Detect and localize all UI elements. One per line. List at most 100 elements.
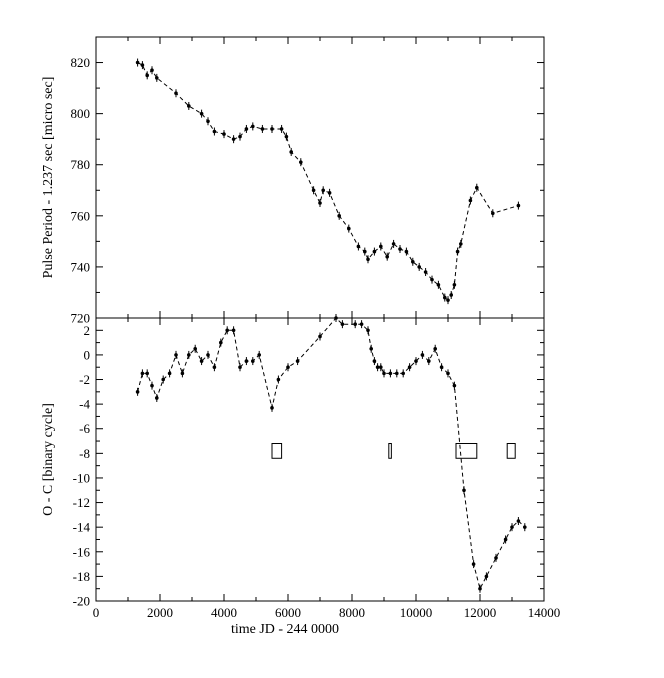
pulse-period-data-point	[311, 188, 316, 193]
o-c-data-point	[439, 365, 444, 370]
pulse-period-y-tick-label: 740	[71, 259, 91, 274]
o-c-data-point	[206, 353, 210, 357]
o-c-data-point	[219, 340, 223, 345]
o-c-data-point	[471, 562, 476, 566]
o-c-data-point	[414, 359, 418, 363]
o-c-y-tick-label: -12	[73, 495, 90, 510]
o-c-data-point	[401, 371, 406, 376]
observation-window	[506, 443, 516, 459]
pulse-period-data-point	[321, 188, 326, 193]
o-c-data-point	[366, 328, 370, 333]
observation-windows	[271, 443, 516, 459]
pulse-period-data-point	[206, 119, 210, 124]
o-c-data-point	[257, 353, 262, 357]
pulse-period-panel: 720 740 760 780 800 820 Pulse Period - 1.237 …	[41, 36, 545, 326]
pulse-period-ticks: 720 740 760 780 800 820	[71, 37, 545, 326]
o-c-data-point	[375, 365, 380, 370]
o-c-data-point	[244, 359, 249, 363]
o-c-data-point	[135, 390, 140, 394]
o-c-y-tick-label: -2	[79, 372, 90, 387]
pulse-period-data-point	[372, 249, 377, 254]
o-c-data-point	[407, 365, 412, 370]
pulse-period-data-point	[491, 211, 495, 216]
o-c-data-point	[359, 322, 364, 326]
pulse-period-data-point	[244, 127, 249, 131]
pulse-period-data-point	[337, 214, 342, 218]
o-c-data-point	[167, 371, 172, 376]
pulse-period-data-point	[398, 247, 402, 251]
pulse-period-data-point	[174, 91, 178, 95]
o-c-data-point	[140, 371, 145, 376]
pulse-period-data-point	[260, 127, 265, 131]
pulse-period-data-point	[135, 60, 140, 65]
o-c-data-point	[193, 346, 197, 351]
o-c-data-point	[433, 346, 438, 351]
o-c-data-point	[388, 371, 393, 376]
o-c-data-point	[231, 328, 236, 333]
pulse-period-data-point	[289, 150, 294, 154]
pulse-period-data-point	[199, 111, 204, 116]
o-c-data-point	[484, 574, 489, 579]
o-c-data-point	[494, 556, 498, 560]
o-c-data-point	[212, 365, 217, 370]
o-c-data-point	[276, 377, 281, 382]
o-c-data-point	[334, 316, 338, 320]
o-c-data-point	[225, 328, 229, 333]
pulse-period-data-point	[238, 134, 242, 139]
o-c-data-point	[155, 396, 159, 400]
pulse-period-data-point	[155, 76, 159, 80]
x-tick-label: 10000	[400, 605, 433, 620]
pulse-period-data-point	[279, 127, 284, 131]
pulse-period-data-point	[366, 257, 370, 262]
x-tick-label: 12000	[464, 605, 497, 620]
o-c-data-point	[523, 525, 527, 529]
observation-window	[388, 443, 392, 459]
o-c-data-point	[382, 371, 386, 376]
pulse-period-data-point	[318, 201, 322, 205]
o-c-y-tick-label: -4	[79, 397, 90, 412]
pulse-period-data-point	[449, 293, 454, 297]
pulse-period-data-point	[251, 124, 255, 129]
o-c-data-point	[340, 322, 345, 326]
pulse-period-data-point	[222, 132, 226, 136]
o-c-data-point	[372, 359, 377, 363]
o-c-data-point	[150, 383, 154, 388]
o-c-series-line	[137, 317, 526, 591]
pulse-period-data-point	[452, 282, 457, 287]
o-c-y-tick-label: -10	[73, 470, 90, 485]
pulse-period-data-point	[284, 134, 289, 139]
o-c-data-point	[503, 537, 508, 542]
pulse-period-data-point	[299, 160, 303, 164]
o-c-data-point	[145, 371, 149, 376]
pulse-period-data-point	[347, 226, 351, 231]
pulse-period-axis-label: Pulse Period - 1.237 sec [micro sec]	[41, 77, 56, 279]
pulse-period-data-point	[411, 260, 415, 264]
pulse-period-y-tick-label: 800	[71, 106, 91, 121]
o-c-data-point	[395, 371, 399, 376]
x-tick-label: 4000	[211, 605, 237, 620]
o-c-y-tick-label: -6	[79, 421, 90, 436]
o-c-data-point	[427, 359, 431, 363]
o-c-data-point	[510, 525, 514, 529]
o-c-data-point	[270, 406, 274, 410]
pulse-period-data-point	[150, 68, 154, 73]
o-c-y-tick-label: -16	[73, 544, 91, 559]
o-c-data-point	[238, 365, 242, 370]
pulse-period-series-line	[137, 62, 519, 301]
o-c-data-point	[318, 334, 322, 339]
pulse-period-data-point	[379, 244, 383, 249]
pulse-period-y-tick-label: 720	[71, 311, 91, 326]
o-c-data-point	[379, 365, 383, 370]
o-c-data-point	[161, 377, 165, 382]
o-c-data-point	[286, 365, 290, 370]
pulse-period-data-point	[443, 295, 447, 300]
pulse-period-data-point	[516, 203, 521, 208]
pulse-period-data-point	[187, 104, 191, 108]
o-c-data-point	[295, 359, 300, 363]
pulse-period-data-point	[140, 63, 145, 67]
o-c-data-point	[516, 519, 521, 523]
pulse-period-data-point	[417, 265, 422, 269]
pulse-period-plot-frame	[95, 36, 545, 319]
o-c-data-point	[369, 346, 374, 351]
